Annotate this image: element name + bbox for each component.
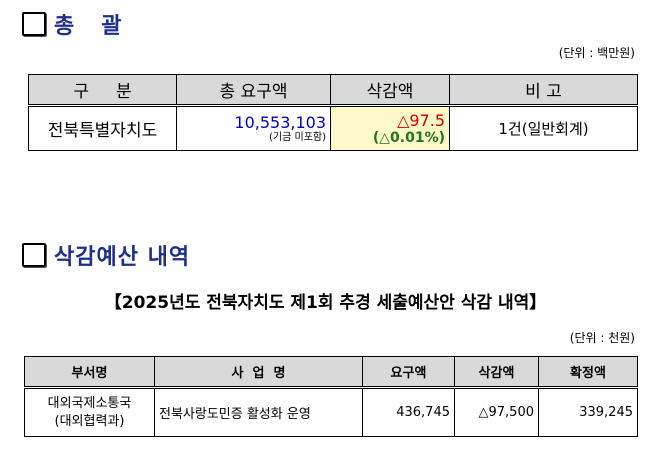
header-dept: 부서명 (24, 356, 155, 389)
cut-cell: △97.5 (△0.01%) (330, 105, 450, 151)
header-requested: 요구액 (362, 356, 455, 389)
header-requested: 총 요구액 (176, 74, 331, 107)
header-remark: 비 고 (449, 74, 638, 107)
header-cut: 삭감액 (454, 356, 539, 389)
requested-note: (기금 미포함) (269, 131, 326, 143)
dept-name: 대외국제소통국 (47, 395, 132, 411)
header-cut: 삭감액 (330, 74, 450, 107)
summary-table: 구 분 총 요구액 삭감액 비 고 전북특별자치도 10,553,103 (기금… (28, 74, 638, 151)
final-cell: 339,245 (538, 387, 638, 437)
project-cell: 전북사랑도민증 활성화 운영 (154, 387, 363, 437)
dept-sub: (대외협력과) (54, 413, 125, 429)
requested-cell: 436,745 (362, 387, 455, 437)
detail-subtitle: 【2025년도 전북자치도 제1회 추경 세출예산안 삭감 내역】 (104, 293, 547, 313)
header-category: 구 분 (28, 74, 177, 107)
header-project: 사 업 명 (154, 356, 363, 389)
requested-cell: 10,553,103 (기금 미포함) (176, 105, 331, 151)
unit-label: (단위 : 백만원) (558, 46, 635, 60)
section-title-summary: 총 괄 (54, 14, 123, 39)
checkbox-square-icon (22, 12, 46, 36)
cut-percent: (△0.01%) (372, 129, 445, 146)
cut-value: △97.5 (397, 110, 445, 130)
header-final: 확정액 (538, 356, 638, 389)
cut-cell: △97,500 (454, 387, 539, 437)
region-cell: 전북특별자치도 (28, 105, 177, 151)
detail-table: 부서명 사 업 명 요구액 삭감액 확정액 대외국제소통국 (대외협력과) 전북… (24, 356, 638, 437)
unit-label-detail: (단위 : 천원) (569, 331, 635, 345)
checkbox-square-icon (22, 243, 46, 267)
requested-value: 10,553,103 (234, 113, 326, 133)
section-title-detail: 삭감예산 내역 (54, 245, 191, 270)
remark-cell: 1건(일반회계) (449, 105, 638, 151)
dept-cell: 대외국제소통국 (대외협력과) (24, 387, 155, 437)
